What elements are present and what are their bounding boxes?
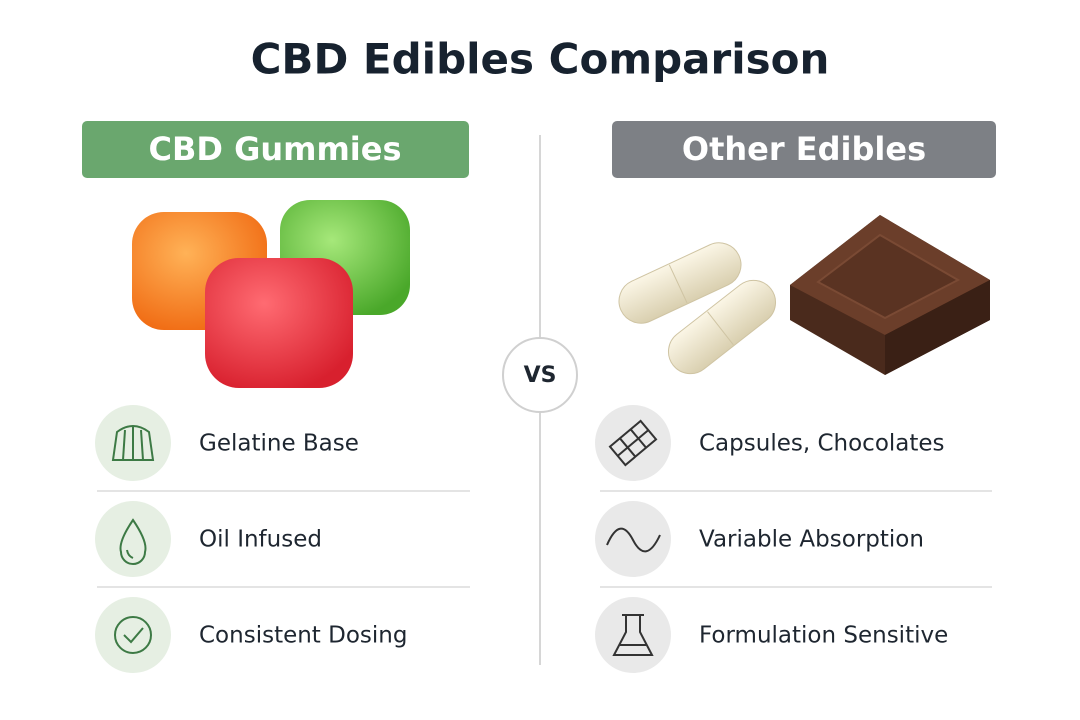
- right-feature: Variable Absorption: [699, 527, 924, 553]
- right-heading: Other Edibles: [682, 130, 926, 168]
- title: CBD Edibles Comparison: [251, 35, 830, 84]
- right-header-box: [612, 121, 996, 178]
- capsules-chocolate-image: [618, 215, 990, 375]
- left-icons: [111, 425, 155, 654]
- left-icon-circle: [95, 501, 171, 577]
- vs-label: VS: [524, 363, 557, 388]
- left-feature: Consistent Dosing: [199, 623, 407, 649]
- right-feature: Capsules, Chocolates: [699, 431, 945, 457]
- left-header-box: [82, 121, 469, 178]
- vs-circle: [502, 337, 578, 413]
- left-feature: Oil Infused: [199, 527, 322, 553]
- left-icon-circle: [95, 597, 171, 673]
- gummies-image: [132, 200, 410, 388]
- right-icons: [606, 419, 661, 656]
- left-feature: Gelatine Base: [199, 431, 359, 457]
- right-feature: Formulation Sensitive: [699, 623, 948, 649]
- right-icon-circle: [595, 597, 671, 673]
- left-heading: CBD Gummies: [148, 130, 401, 168]
